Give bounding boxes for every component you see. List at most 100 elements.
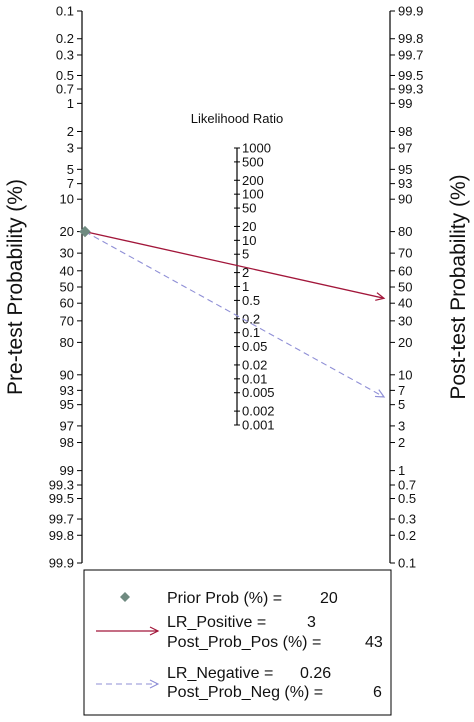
- lr-tick-label-0-01: 0.01: [242, 371, 267, 386]
- legend-positive-post-value: 43: [365, 634, 383, 651]
- pre-test-tick-label-40: 40: [60, 263, 74, 278]
- pre-test-tick-label-95: 95: [60, 397, 74, 412]
- legend-negative-arrowhead: [149, 679, 160, 689]
- pre-test-tick-label-99: 99: [60, 463, 74, 478]
- post-test-tick-label-99-9: 99.9: [398, 4, 423, 19]
- pre-test-tick-label-93: 93: [60, 383, 74, 398]
- series-arrowhead-lr-positive: [375, 292, 386, 301]
- pre-test-tick-label-2: 2: [67, 124, 74, 139]
- lr-tick-label-1: 1: [242, 279, 249, 294]
- pre-test-tick-label-7: 7: [67, 176, 74, 191]
- post-test-tick-label-80: 80: [398, 224, 412, 239]
- post-test-tick-label-99-3: 99.3: [398, 82, 423, 97]
- pre-test-tick-label-60: 60: [60, 296, 74, 311]
- legend-prior-value: 20: [320, 590, 338, 607]
- prior-probability-marker: [79, 225, 91, 238]
- post-test-tick-label-0-7: 0.7: [398, 477, 416, 492]
- lr-tick-label-2: 2: [242, 265, 249, 280]
- pre-test-tick-label-80: 80: [60, 335, 74, 350]
- legend-positive-post-label: Post_Prob_Pos (%) =: [167, 634, 321, 651]
- legend-negative-lr-label: LR_Negative =: [167, 665, 273, 682]
- post-test-tick-label-2: 2: [398, 435, 405, 450]
- legend-positive-lr-value: 3: [307, 614, 316, 631]
- legend-box: [83, 569, 392, 716]
- pre-test-axis-title: Pre-test Probability (%): [4, 179, 27, 395]
- post-test-tick-label-93: 93: [398, 176, 412, 191]
- post-test-tick-label-50: 50: [398, 280, 412, 295]
- legend-positive-lr-label: LR_Positive =: [167, 614, 266, 631]
- lr-tick-label-10: 10: [242, 233, 256, 248]
- pre-test-tick-label-1: 1: [67, 96, 74, 111]
- legend: Prior Prob (%) = 20 LR_Positive = 3 Post…: [83, 569, 392, 716]
- lr-tick-label-0-02: 0.02: [242, 357, 267, 372]
- lr-tick-label-100: 100: [242, 187, 264, 202]
- lr-tick-label-0-001: 0.001: [242, 418, 275, 433]
- post-test-tick-label-0-3: 0.3: [398, 512, 416, 527]
- pre-test-tick-label-98: 98: [60, 435, 74, 450]
- post-test-tick-label-0-5: 0.5: [398, 491, 416, 506]
- lr-tick-label-5: 5: [242, 247, 249, 262]
- post-test-tick-label-0-1: 0.1: [398, 556, 416, 571]
- post-test-tick-label-70: 70: [398, 246, 412, 261]
- pre-test-tick-label-0-5: 0.5: [56, 68, 74, 83]
- post-test-tick-label-97: 97: [398, 141, 412, 156]
- probability-lines: [79, 225, 386, 398]
- legend-positive-arrowhead: [149, 626, 160, 636]
- likelihood-ratio-title: Likelihood Ratio: [191, 111, 284, 126]
- lr-tick-label-0-005: 0.005: [242, 385, 275, 400]
- pre-test-tick-label-20: 20: [60, 224, 74, 239]
- legend-negative-lr-value: 0.26: [300, 665, 331, 682]
- post-test-tick-label-99-7: 99.7: [398, 47, 423, 62]
- lr-tick-label-0-002: 0.002: [242, 404, 275, 419]
- lr-tick-label-0-05: 0.05: [242, 339, 267, 354]
- pre-test-tick-label-0-2: 0.2: [56, 31, 74, 46]
- legend-negative-post-value: 6: [373, 684, 382, 701]
- post-test-tick-label-95: 95: [398, 162, 412, 177]
- post-test-tick-label-99-8: 99.8: [398, 31, 423, 46]
- post-test-tick-label-40: 40: [398, 296, 412, 311]
- post-test-tick-label-99: 99: [398, 96, 412, 111]
- post-test-tick-label-1: 1: [398, 463, 405, 478]
- legend-negative-post-label: Post_Prob_Neg (%) =: [167, 684, 323, 701]
- lr-tick-label-20: 20: [242, 219, 256, 234]
- series-line-lr-positive: [84, 230, 385, 299]
- lr-tick-label-500: 500: [242, 154, 264, 169]
- pre-test-tick-label-10: 10: [60, 192, 74, 207]
- legend-prior-label: Prior Prob (%) =: [167, 590, 282, 607]
- post-test-tick-label-0-2: 0.2: [398, 528, 416, 543]
- pre-test-tick-label-30: 30: [60, 246, 74, 261]
- pre-test-tick-label-0-7: 0.7: [56, 82, 74, 97]
- post-test-tick-label-30: 30: [398, 313, 412, 328]
- pre-test-tick-label-99-8: 99.8: [49, 528, 74, 543]
- post-test-tick-label-5: 5: [398, 397, 405, 412]
- pre-test-tick-label-0-1: 0.1: [56, 4, 74, 19]
- series-line-lr-negative: [84, 231, 385, 398]
- pre-test-tick-label-50: 50: [60, 280, 74, 295]
- pre-test-tick-label-99-3: 99.3: [49, 477, 74, 492]
- post-test-tick-label-99-5: 99.5: [398, 68, 423, 83]
- lr-tick-label-50: 50: [242, 201, 256, 216]
- lr-tick-label-0-2: 0.2: [242, 311, 260, 326]
- post-test-tick-label-90: 90: [398, 192, 412, 207]
- post-test-tick-label-20: 20: [398, 335, 412, 350]
- likelihood-ratio-ticks: 10005002001005020105210.50.20.10.050.020…: [234, 141, 275, 433]
- pre-test-tick-label-70: 70: [60, 313, 74, 328]
- post-test-tick-label-7: 7: [398, 383, 405, 398]
- post-test-axis-title: Post-test Probability (%): [447, 174, 470, 399]
- pre-test-tick-label-99-9: 99.9: [49, 556, 74, 571]
- post-test-tick-label-3: 3: [398, 418, 405, 433]
- lr-tick-label-0-1: 0.1: [242, 325, 260, 340]
- pre-test-tick-label-90: 90: [60, 367, 74, 382]
- post-test-ticks: 99.999.899.799.599.399989795939080706050…: [390, 4, 423, 571]
- post-test-tick-label-60: 60: [398, 263, 412, 278]
- pre-test-tick-label-99-7: 99.7: [49, 512, 74, 527]
- lr-tick-label-1000: 1000: [242, 141, 271, 156]
- pre-test-tick-label-3: 3: [67, 141, 74, 156]
- lr-tick-label-200: 200: [242, 173, 264, 188]
- post-test-tick-label-10: 10: [398, 367, 412, 382]
- lr-tick-label-0-5: 0.5: [242, 293, 260, 308]
- series-arrowhead-lr-negative: [374, 389, 386, 398]
- pre-test-tick-label-97: 97: [60, 418, 74, 433]
